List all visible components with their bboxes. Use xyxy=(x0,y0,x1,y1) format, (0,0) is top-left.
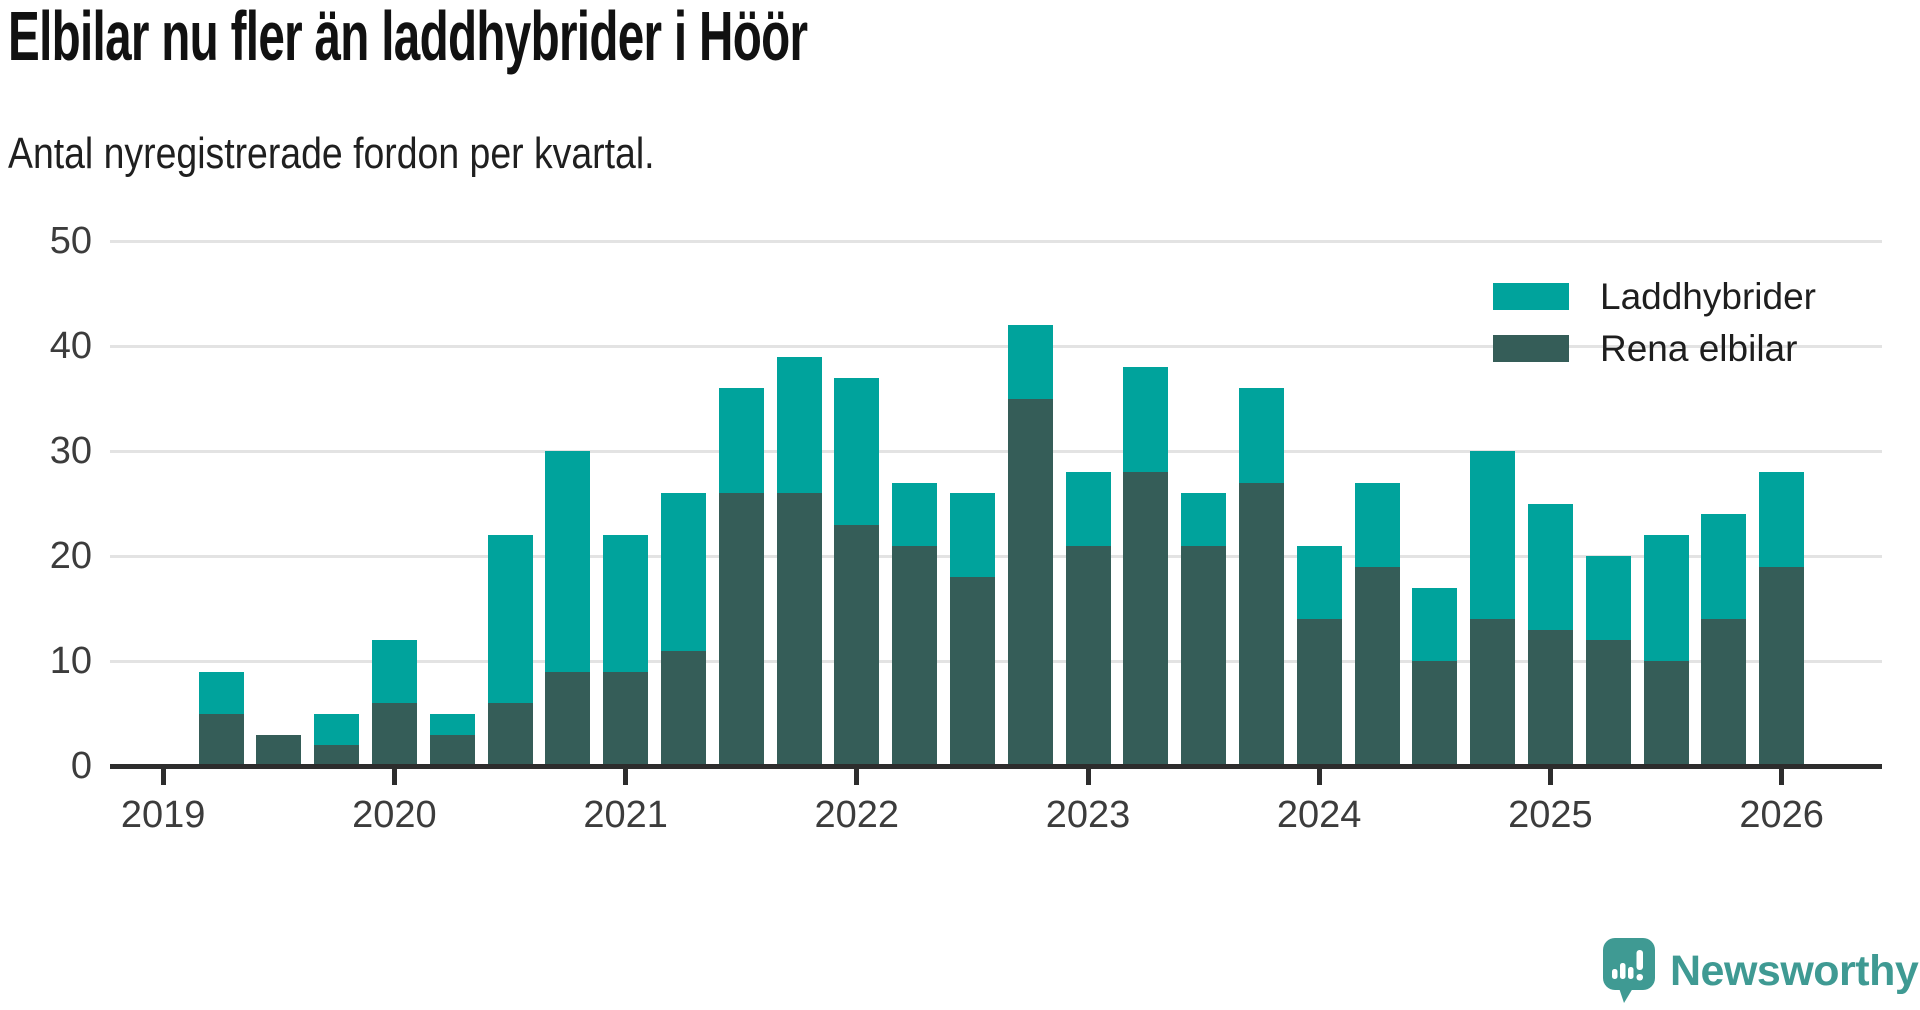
bar-laddhybrider-2021K3 xyxy=(718,388,764,493)
bar-laddhybrider-2024K1 xyxy=(1296,545,1342,619)
bar-laddhybrider-2024K2 xyxy=(1354,482,1400,567)
gridline-30 xyxy=(110,450,1882,453)
bar-rena-elbilar-2020K3 xyxy=(487,703,533,766)
bar-laddhybrider-2025K4 xyxy=(1701,514,1747,619)
bar-rena-elbilar-2021K4 xyxy=(776,493,822,766)
legend-label: Laddhybrider xyxy=(1600,275,1816,317)
bar-rena-elbilar-2024K2 xyxy=(1354,566,1400,766)
bar-rena-elbilar-2024K4 xyxy=(1470,619,1516,766)
x-tick-2024 xyxy=(1316,769,1322,785)
y-axis-label-30: 30 xyxy=(49,430,92,472)
bar-rena-elbilar-2022K3 xyxy=(949,577,995,766)
bar-laddhybrider-2021K1 xyxy=(603,535,649,672)
x-axis-line xyxy=(110,764,1882,769)
bar-rena-elbilar-2023K3 xyxy=(1181,545,1227,766)
bar-rena-elbilar-2022K1 xyxy=(834,524,880,766)
x-tick-2023 xyxy=(1085,769,1091,785)
gridline-10 xyxy=(110,660,1882,663)
x-tick-2021 xyxy=(623,769,629,785)
legend-swatch-laddhybrider xyxy=(1493,283,1569,310)
legend-label: Rena elbilar xyxy=(1600,327,1798,369)
gridline-20 xyxy=(110,555,1882,558)
bar-laddhybrider-2020K4 xyxy=(545,451,591,672)
bar-laddhybrider-2023K1 xyxy=(1065,472,1111,546)
bar-laddhybrider-2022K3 xyxy=(949,493,995,577)
x-tick-2020 xyxy=(391,769,397,785)
bar-rena-elbilar-2020K1 xyxy=(371,703,417,766)
newsworthy-logo: Newsworthy xyxy=(1603,938,1919,1004)
chart-subtitle: Antal nyregistrerade fordon per kvartal. xyxy=(8,129,655,178)
y-axis-label-0: 0 xyxy=(70,745,92,787)
bar-rena-elbilar-2025K3 xyxy=(1643,661,1689,766)
legend-item-rena-elbilar: Rena elbilar xyxy=(1493,328,1797,369)
bar-rena-elbilar-2021K3 xyxy=(718,493,764,766)
x-tick-2025 xyxy=(1547,769,1553,785)
bar-laddhybrider-2023K4 xyxy=(1238,388,1284,483)
x-axis-label-2026: 2026 xyxy=(1739,794,1824,836)
bar-laddhybrider-2020K2 xyxy=(429,713,475,735)
x-axis-label-2024: 2024 xyxy=(1276,794,1362,836)
bar-laddhybrider-2025K2 xyxy=(1585,556,1631,640)
bar-laddhybrider-2023K3 xyxy=(1181,493,1227,546)
bar-laddhybrider-2024K3 xyxy=(1412,587,1458,661)
bar-laddhybrider-2025K1 xyxy=(1527,503,1573,630)
y-axis-label-40: 40 xyxy=(49,325,92,367)
x-axis-label-2020: 2020 xyxy=(352,794,437,836)
bar-rena-elbilar-2020K2 xyxy=(429,734,475,766)
y-axis-label-20: 20 xyxy=(49,535,92,577)
bar-rena-elbilar-2022K2 xyxy=(892,545,938,766)
bar-laddhybrider-2021K4 xyxy=(776,356,822,493)
newsworthy-logo-text: Newsworthy xyxy=(1670,947,1919,995)
legend-item-laddhybrider: Laddhybrider xyxy=(1493,276,1816,317)
bar-laddhybrider-2022K4 xyxy=(1007,325,1053,399)
bar-laddhybrider-2022K1 xyxy=(834,377,880,525)
bar-rena-elbilar-2019K2 xyxy=(198,713,244,766)
x-axis-label-2021: 2021 xyxy=(583,794,668,836)
bar-rena-elbilar-2024K3 xyxy=(1412,661,1458,766)
bar-rena-elbilar-2023K4 xyxy=(1238,482,1284,766)
bar-rena-elbilar-2019K3 xyxy=(256,734,302,766)
bar-laddhybrider-2019K2 xyxy=(198,671,244,714)
x-axis-label-2019: 2019 xyxy=(120,794,206,836)
bar-rena-elbilar-2026K1 xyxy=(1759,566,1805,766)
x-tick-2026 xyxy=(1779,769,1785,785)
x-tick-2019 xyxy=(160,769,166,785)
bar-laddhybrider-2022K2 xyxy=(892,482,938,546)
y-axis-label-10: 10 xyxy=(49,640,92,682)
x-tick-2022 xyxy=(854,769,860,785)
bar-rena-elbilar-2023K2 xyxy=(1123,472,1169,766)
bar-rena-elbilar-2025K2 xyxy=(1585,640,1631,766)
chart-title: Elbilar nu fler än laddhybrider i Höör xyxy=(8,0,808,75)
x-axis-label-2022: 2022 xyxy=(814,794,900,836)
bar-rena-elbilar-2025K1 xyxy=(1527,629,1573,766)
bar-rena-elbilar-2023K1 xyxy=(1065,545,1111,766)
x-axis-label-2023: 2023 xyxy=(1045,794,1131,836)
gridline-40 xyxy=(110,345,1882,348)
bar-laddhybrider-2020K3 xyxy=(487,535,533,703)
y-axis-label-50: 50 xyxy=(49,220,92,262)
legend-swatch-rena-elbilar xyxy=(1493,335,1569,362)
bar-rena-elbilar-2022K4 xyxy=(1007,398,1053,766)
bar-rena-elbilar-2025K4 xyxy=(1701,619,1747,766)
bar-rena-elbilar-2021K2 xyxy=(660,650,706,766)
newsworthy-logo-icon xyxy=(1603,938,1655,1003)
bar-laddhybrider-2021K2 xyxy=(660,493,706,651)
bar-laddhybrider-2026K1 xyxy=(1759,472,1805,567)
bar-rena-elbilar-2024K1 xyxy=(1296,619,1342,766)
gridline-50 xyxy=(110,240,1882,243)
bar-laddhybrider-2020K1 xyxy=(371,640,417,703)
bar-rena-elbilar-2019K4 xyxy=(314,745,360,766)
bar-rena-elbilar-2021K1 xyxy=(603,671,649,766)
bar-laddhybrider-2019K4 xyxy=(314,713,360,745)
bar-laddhybrider-2023K2 xyxy=(1123,367,1169,472)
bar-laddhybrider-2024K4 xyxy=(1470,451,1516,619)
x-axis-label-2025: 2025 xyxy=(1508,794,1593,836)
bar-rena-elbilar-2020K4 xyxy=(545,671,591,766)
bar-laddhybrider-2025K3 xyxy=(1643,535,1689,661)
